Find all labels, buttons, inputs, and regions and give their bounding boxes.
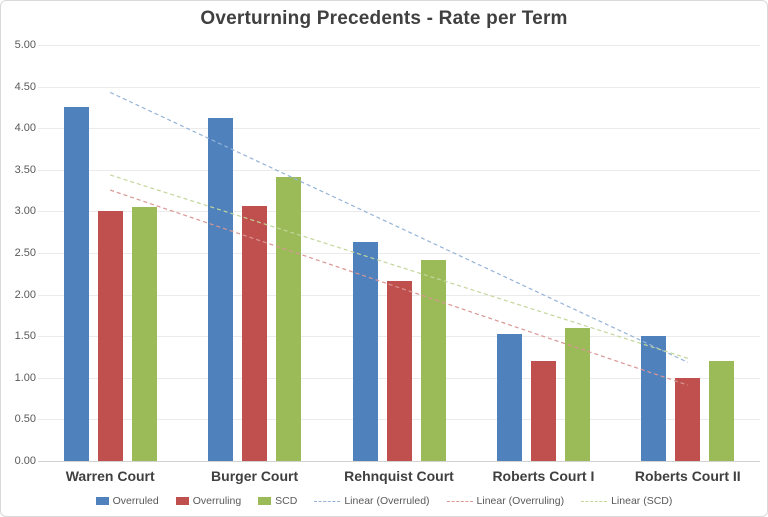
legend-dash-linear-scd [581,500,608,502]
bar-scd-burger-court[interactable] [276,177,302,461]
bar-overruling-roberts-court-i[interactable] [530,361,556,461]
category-label-rehnquist-court: Rehnquist Court [344,468,454,484]
bar-overruled-roberts-court-i[interactable] [496,333,522,461]
gridline [38,211,760,213]
legend-swatch-overruling [175,497,189,505]
bar-overruled-rehnquist-court[interactable] [352,242,378,461]
legend-item-linear-overruled[interactable]: Linear (Overruled) [314,495,430,507]
category-label-roberts-court-i: Roberts Court I [492,468,595,484]
chart-title: Overturning Precedents - Rate per Term [200,8,568,29]
legend-dash-linear-overruling [446,500,473,502]
y-tick-label: 0.50 [14,413,36,426]
bar-overruled-warren-court[interactable] [63,106,89,461]
gridline [38,128,760,130]
gridline [38,86,760,88]
legend: Overruled Overruling SCD Linear (Overruled)… [0,495,768,507]
gridline [38,253,760,254]
legend-item-linear-overruling[interactable]: Linear (Overruling) [446,495,565,507]
bar-scd-roberts-court-ii[interactable] [709,361,735,461]
legend-label: Linear (Overruling) [476,495,565,507]
legend-label: Overruling [192,495,242,507]
legend-item-overruling[interactable]: Overruling [175,495,242,507]
bar-scd-roberts-court-i[interactable] [564,327,590,461]
legend-label: SCD [275,495,298,507]
bar-overruling-roberts-court-ii[interactable] [675,377,701,461]
bar-overruling-warren-court[interactable] [97,211,123,461]
y-tick-label: 1.50 [14,330,36,343]
gridline [38,461,760,462]
trendline-linear-scd[interactable] [110,174,688,359]
legend-swatch-scd [258,497,272,505]
bar-overruled-roberts-court-ii[interactable] [641,336,667,461]
bar-overruled-burger-court[interactable] [208,118,234,461]
y-tick-label: 2.00 [14,288,36,301]
trendline-linear-overruled[interactable] [109,91,689,363]
gridline [38,45,760,46]
y-tick-label: 2.50 [14,247,36,259]
legend-item-scd[interactable]: SCD [258,495,297,507]
y-tick-label: 1.00 [14,371,36,384]
y-tick-label: 0.00 [14,455,36,467]
x-axis-labels: Warren Court Burger Court Rehnquist Court R… [38,468,760,490]
legend-swatch-overruled [95,497,109,505]
legend-item-linear-scd[interactable]: Linear (SCD) [581,495,672,507]
trendline-linear-overruling[interactable] [110,189,688,386]
y-tick-label: 5.00 [14,39,36,51]
bar-scd-warren-court[interactable] [131,207,157,461]
legend-dash-linear-overruled [314,500,341,502]
legend-label: Overruled [112,495,159,507]
y-tick-label: 4.50 [14,80,36,93]
y-tick-label: 3.50 [14,163,36,176]
category-label-burger-court: Burger Court [211,468,299,484]
y-tick-label: 4.00 [14,122,36,135]
y-tick-label: 3.00 [14,205,36,218]
category-label-roberts-court-ii: Roberts Court II [634,468,741,484]
bar-overruling-burger-court[interactable] [242,206,268,461]
trendlines-layer [109,91,689,386]
plot-area [38,45,760,462]
legend-label: Linear (Overruled) [344,495,430,507]
category-label-warren-court: Warren Court [65,468,155,484]
bar-overruling-rehnquist-court[interactable] [386,281,412,461]
gridline [38,169,760,171]
bar-scd-rehnquist-court[interactable] [420,259,446,461]
legend-label: Linear (SCD) [611,495,673,507]
legend-item-overruled[interactable]: Overruled [95,495,159,507]
